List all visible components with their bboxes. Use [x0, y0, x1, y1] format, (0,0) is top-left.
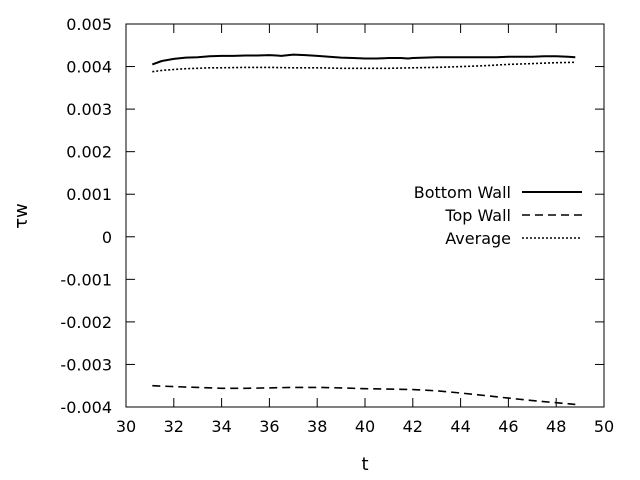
y-tick-label: 0.001	[66, 185, 112, 204]
y-tick-label: -0.003	[60, 355, 112, 374]
x-tick-label: 38	[307, 417, 327, 436]
plot-frame	[125, 23, 605, 408]
x-tick-label: 48	[546, 417, 566, 436]
x-tick-label: 46	[498, 417, 518, 436]
legend-label: Average	[445, 229, 511, 248]
x-tick-label: 42	[403, 417, 423, 436]
series-line-bottom-wall	[151, 53, 576, 66]
x-tick-label: 40	[355, 417, 375, 436]
legend-label: Bottom Wall	[414, 183, 511, 202]
y-tick-label: 0.002	[66, 143, 112, 162]
x-tick-label: 30	[116, 417, 136, 436]
y-tick-label: 0	[102, 228, 112, 247]
legend-label: Top Wall	[444, 206, 511, 225]
y-tick-label: 0.003	[66, 100, 112, 119]
x-tick-label: 32	[164, 417, 184, 436]
series-line-top-wall	[152, 384, 576, 406]
x-axis-title: t	[361, 454, 368, 475]
x-tick-label: 50	[594, 417, 614, 436]
x-tick-label: 34	[211, 417, 231, 436]
y-tick-label: -0.002	[60, 313, 112, 332]
legend: Bottom Wall Top Wall Average	[414, 183, 582, 248]
x-tick-label: 36	[259, 417, 279, 436]
y-tick-label: 0.005	[66, 15, 112, 34]
series-line-average	[152, 61, 576, 73]
x-tick-label: 44	[450, 417, 470, 436]
y-tick-label: 0.004	[66, 58, 112, 77]
y-axis-title: τw	[11, 203, 32, 229]
y-tick-label: -0.004	[60, 398, 112, 417]
y-tick-label: -0.001	[60, 270, 112, 289]
